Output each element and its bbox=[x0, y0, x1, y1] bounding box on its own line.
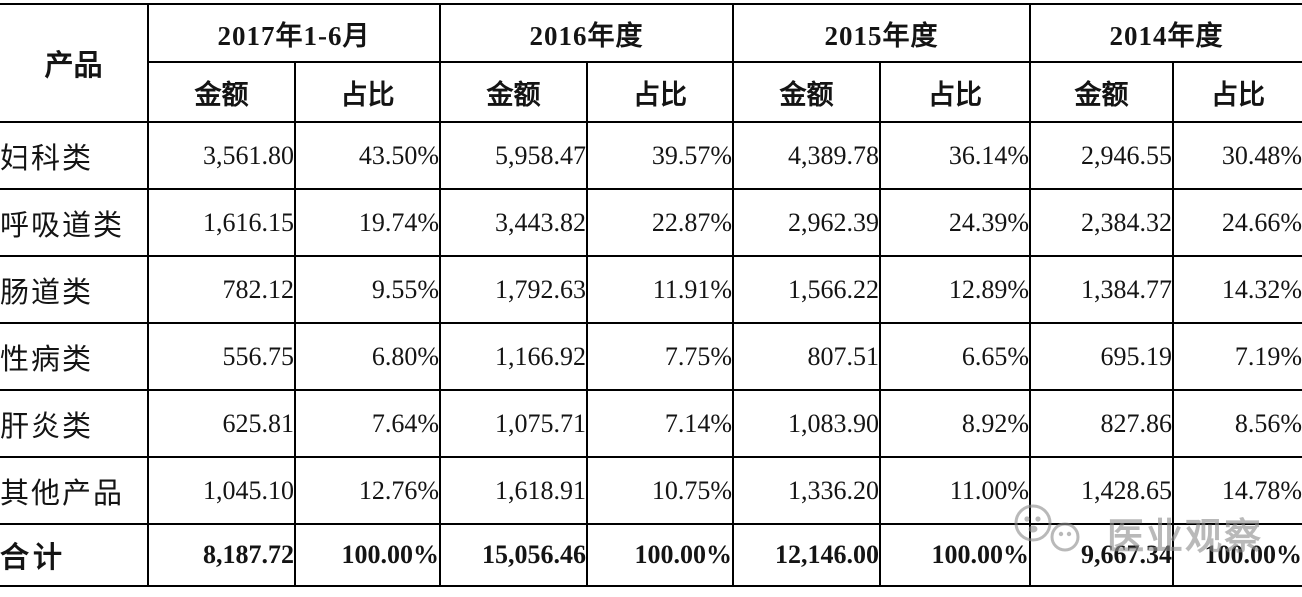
ratio-cell: 30.48% bbox=[1172, 121, 1302, 190]
row-label: 其他产品 bbox=[0, 456, 149, 525]
amount-cell: 2,384.32 bbox=[1029, 188, 1174, 257]
amount-cell: 1,336.20 bbox=[732, 456, 881, 525]
amount-cell: 556.75 bbox=[147, 322, 296, 391]
ratio-cell: 10.75% bbox=[586, 456, 734, 525]
ratio-cell: 100.00% bbox=[294, 523, 441, 587]
product-column-header: 产品 bbox=[0, 3, 149, 123]
table-header: 产品 2017年1-6月 2016年度 2015年度 2014年度 金额 占比 … bbox=[0, 3, 1302, 123]
period-header-2017h1: 2017年1-6月 bbox=[147, 3, 441, 63]
ratio-cell: 22.87% bbox=[586, 188, 734, 257]
amount-cell: 1,618.91 bbox=[439, 456, 588, 525]
ratio-cell: 19.74% bbox=[294, 188, 441, 257]
amount-cell: 4,389.78 bbox=[732, 121, 881, 190]
ratio-cell: 14.32% bbox=[1172, 255, 1302, 324]
amount-cell: 807.51 bbox=[732, 322, 881, 391]
ratio-cell: 24.39% bbox=[879, 188, 1031, 257]
ratio-cell: 11.00% bbox=[879, 456, 1031, 525]
ratio-cell: 6.65% bbox=[879, 322, 1031, 391]
amount-cell: 1,075.71 bbox=[439, 389, 588, 458]
amount-cell: 625.81 bbox=[147, 389, 296, 458]
amount-cell: 1,384.77 bbox=[1029, 255, 1174, 324]
amount-cell: 782.12 bbox=[147, 255, 296, 324]
amount-subheader: 金额 bbox=[1029, 61, 1174, 123]
ratio-cell: 100.00% bbox=[1172, 523, 1302, 587]
ratio-cell: 100.00% bbox=[586, 523, 734, 587]
ratio-subheader: 占比 bbox=[1172, 61, 1302, 123]
amount-cell: 1,616.15 bbox=[147, 188, 296, 257]
table-row: 其他产品 1,045.10 12.76% 1,618.91 10.75% 1,336.20… bbox=[0, 456, 1302, 525]
row-label: 肠道类 bbox=[0, 255, 149, 324]
ratio-cell: 7.19% bbox=[1172, 322, 1302, 391]
amount-cell: 12,146.00 bbox=[732, 523, 881, 587]
ratio-cell: 7.75% bbox=[586, 322, 734, 391]
ratio-cell: 43.50% bbox=[294, 121, 441, 190]
ratio-cell: 14.78% bbox=[1172, 456, 1302, 525]
ratio-cell: 12.89% bbox=[879, 255, 1031, 324]
table-row: 肝炎类 625.81 7.64% 1,075.71 7.14% 1,083.90 8.92%… bbox=[0, 389, 1302, 458]
amount-subheader: 金额 bbox=[439, 61, 588, 123]
table-row: 妇科类 3,561.80 43.50% 5,958.47 39.57% 4,389.78 3… bbox=[0, 121, 1302, 190]
amount-cell: 2,962.39 bbox=[732, 188, 881, 257]
ratio-cell: 39.57% bbox=[586, 121, 734, 190]
amount-cell: 3,443.82 bbox=[439, 188, 588, 257]
amount-cell: 3,561.80 bbox=[147, 121, 296, 190]
period-header-2016: 2016年度 bbox=[439, 3, 734, 63]
row-label: 性病类 bbox=[0, 322, 149, 391]
table-row: 肠道类 782.12 9.55% 1,792.63 11.91% 1,566.22 12.8… bbox=[0, 255, 1302, 324]
ratio-subheader: 占比 bbox=[294, 61, 441, 123]
amount-cell: 1,166.92 bbox=[439, 322, 588, 391]
amount-cell: 1,428.65 bbox=[1029, 456, 1174, 525]
amount-cell: 695.19 bbox=[1029, 322, 1174, 391]
ratio-cell: 7.14% bbox=[586, 389, 734, 458]
ratio-subheader: 占比 bbox=[879, 61, 1031, 123]
amount-cell: 1,792.63 bbox=[439, 255, 588, 324]
ratio-cell: 9.55% bbox=[294, 255, 441, 324]
amount-cell: 1,566.22 bbox=[732, 255, 881, 324]
ratio-cell: 8.56% bbox=[1172, 389, 1302, 458]
amount-subheader: 金额 bbox=[732, 61, 881, 123]
row-label: 合计 bbox=[0, 523, 149, 587]
amount-cell: 15,056.46 bbox=[439, 523, 588, 587]
period-header-2015: 2015年度 bbox=[732, 3, 1031, 63]
row-label: 妇科类 bbox=[0, 121, 149, 190]
ratio-cell: 12.76% bbox=[294, 456, 441, 525]
ratio-cell: 100.00% bbox=[879, 523, 1031, 587]
ratio-cell: 36.14% bbox=[879, 121, 1031, 190]
row-label: 呼吸道类 bbox=[0, 188, 149, 257]
amount-cell: 1,045.10 bbox=[147, 456, 296, 525]
amount-cell: 2,946.55 bbox=[1029, 121, 1174, 190]
amount-cell: 1,083.90 bbox=[732, 389, 881, 458]
table-row: 呼吸道类 1,616.15 19.74% 3,443.82 22.87% 2,962.39… bbox=[0, 188, 1302, 257]
amount-subheader: 金额 bbox=[148, 61, 296, 123]
ratio-cell: 24.66% bbox=[1172, 188, 1302, 257]
ratio-cell: 8.92% bbox=[879, 389, 1031, 458]
amount-cell: 8,187.72 bbox=[147, 523, 296, 587]
ratio-cell: 7.64% bbox=[294, 389, 441, 458]
table-row: 性病类 556.75 6.80% 1,166.92 7.75% 807.51 6.65% 69… bbox=[0, 322, 1302, 391]
table-body: 妇科类 3,561.80 43.50% 5,958.47 39.57% 4,389.78 3… bbox=[0, 121, 1302, 587]
ratio-cell: 11.91% bbox=[586, 255, 734, 324]
ratio-subheader: 占比 bbox=[586, 61, 734, 123]
period-header-2014: 2014年度 bbox=[1029, 3, 1302, 63]
amount-cell: 9,667.34 bbox=[1029, 523, 1174, 587]
product-revenue-table: 产品 2017年1-6月 2016年度 2015年度 2014年度 金额 占比 … bbox=[0, 3, 1302, 587]
amount-cell: 827.86 bbox=[1029, 389, 1174, 458]
amount-cell: 5,958.47 bbox=[439, 121, 588, 190]
ratio-cell: 6.80% bbox=[294, 322, 441, 391]
total-row: 合计 8,187.72 100.00% 15,056.46 100.00% 12,146.… bbox=[0, 523, 1302, 587]
row-label: 肝炎类 bbox=[0, 389, 149, 458]
